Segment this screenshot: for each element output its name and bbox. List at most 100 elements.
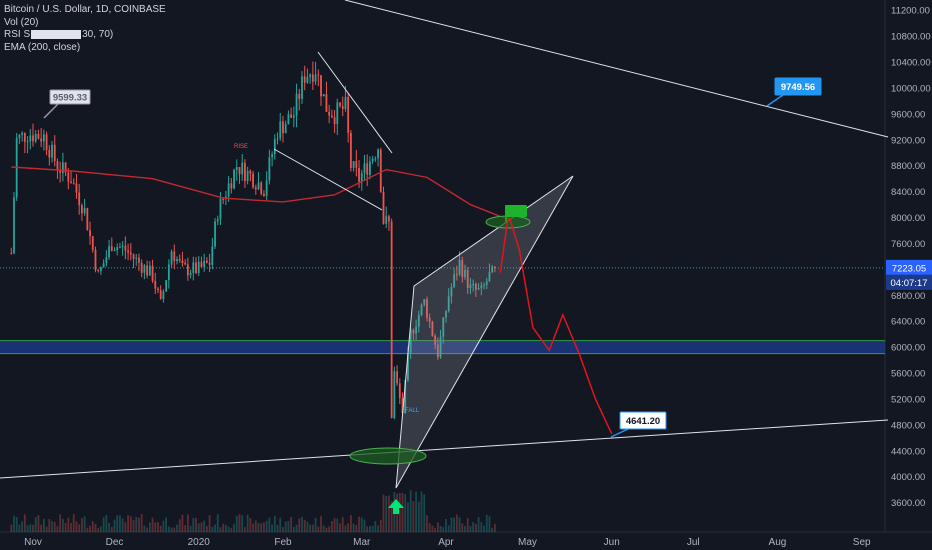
candle-body: [450, 287, 453, 297]
x-tick-label: Jul: [687, 537, 700, 548]
y-tick-label: 10000.00: [891, 83, 931, 94]
volume-bar: [61, 519, 64, 532]
volume-bar: [436, 522, 439, 532]
candle-body: [252, 173, 254, 188]
volume-bar: [271, 524, 273, 532]
y-tick-label: 6800.00: [891, 291, 925, 302]
volume-bar: [333, 518, 336, 532]
legend-volume[interactable]: Vol (20): [4, 16, 39, 28]
volume-bar: [317, 526, 320, 532]
candle-body: [290, 114, 293, 118]
volume-bar: [246, 514, 249, 532]
volume-bar: [417, 501, 420, 532]
volume-bar: [311, 524, 314, 532]
volume-bar: [369, 525, 371, 532]
candle-body: [181, 260, 184, 264]
volume-bar: [371, 525, 374, 532]
candle-body: [138, 257, 140, 263]
legend-rsi[interactable]: RSI S 30, 70): [4, 29, 166, 42]
candle-body: [148, 265, 151, 276]
candle-body: [409, 330, 412, 354]
y-tick-label: 6400.00: [891, 317, 925, 328]
volume-bar: [86, 527, 89, 532]
x-tick-label: Feb: [274, 537, 292, 548]
volume-bar: [385, 495, 388, 532]
volume-bar: [119, 515, 121, 532]
callout-9749-label: 9749.56: [781, 82, 815, 93]
candle-body: [154, 280, 157, 289]
volume-bar: [189, 525, 192, 532]
candle-body: [284, 124, 287, 134]
volume-bar: [37, 515, 40, 532]
candle-body: [309, 74, 312, 77]
volume-bar: [493, 523, 496, 532]
volume-bar: [330, 521, 333, 532]
y-tick-label: 10800.00: [891, 32, 931, 43]
volume-bar: [138, 517, 140, 532]
y-tick-label: 11200.00: [891, 6, 930, 17]
candle-body: [29, 135, 32, 142]
volume-bar: [162, 520, 165, 532]
callout-4641-label: 4641.20: [626, 416, 660, 427]
y-tick-label: 8000.00: [891, 213, 925, 224]
legend-symbol-title[interactable]: Bitcoin / U.S. Dollar, 1D, COINBASE: [4, 4, 166, 15]
volume-bar: [328, 526, 331, 532]
volume-bar: [257, 523, 260, 532]
x-tick-label: Jun: [604, 537, 620, 548]
volume-bar: [143, 525, 146, 532]
candle-body: [230, 183, 233, 189]
candle-body: [34, 133, 37, 142]
candle-body: [298, 93, 301, 99]
volume-bar: [453, 517, 456, 532]
rise-marker: RISE: [234, 144, 248, 150]
candle-body: [135, 257, 138, 259]
volume-bar: [466, 518, 469, 532]
volume-bar: [124, 522, 127, 532]
candle-body: [464, 270, 466, 278]
volume-bar: [83, 516, 86, 532]
candle-body: [480, 285, 483, 289]
candle-body: [474, 284, 477, 290]
candle-body: [325, 94, 328, 112]
candle-body: [349, 132, 352, 168]
candle-body: [94, 250, 97, 271]
volume-bar: [18, 524, 21, 532]
volume-bar: [23, 514, 26, 532]
volume-bar: [322, 525, 325, 532]
callout-9749-pointer: [766, 94, 784, 107]
legend-ema[interactable]: EMA (200, close): [4, 41, 81, 53]
volume-bar: [339, 523, 341, 532]
volume-bar: [59, 514, 62, 532]
volume-bar: [32, 524, 34, 532]
candle-body: [208, 262, 211, 265]
volume-bar: [349, 515, 352, 532]
y-tick-label: 5200.00: [891, 394, 925, 405]
volume-bar: [431, 525, 434, 532]
volume-bar: [45, 526, 48, 532]
candle-body: [100, 267, 102, 272]
candle-body: [344, 97, 347, 109]
volume-bar: [157, 522, 159, 532]
candle-body: [477, 288, 480, 290]
legend-rsi-mask: [31, 29, 82, 39]
support-zone: [0, 340, 885, 354]
volume-bar: [244, 527, 246, 532]
volume-bar: [458, 517, 461, 532]
volume-bar: [197, 523, 200, 532]
candle-body: [140, 262, 143, 273]
x-tick-label: Nov: [24, 537, 42, 548]
volume-bar: [265, 520, 268, 532]
candle-body: [37, 133, 40, 139]
candle-body: [127, 250, 129, 253]
y-tick-label: 9600.00: [891, 109, 925, 120]
x-tick-label: Dec: [106, 537, 124, 548]
volume-bar: [230, 527, 233, 532]
candle-body: [108, 246, 110, 258]
y-tick-label: 8800.00: [891, 161, 925, 172]
volume-bar: [366, 526, 369, 532]
candle-body: [176, 259, 178, 262]
candle-body: [442, 317, 445, 337]
volume-bar: [167, 526, 170, 532]
candle-body: [311, 74, 314, 82]
